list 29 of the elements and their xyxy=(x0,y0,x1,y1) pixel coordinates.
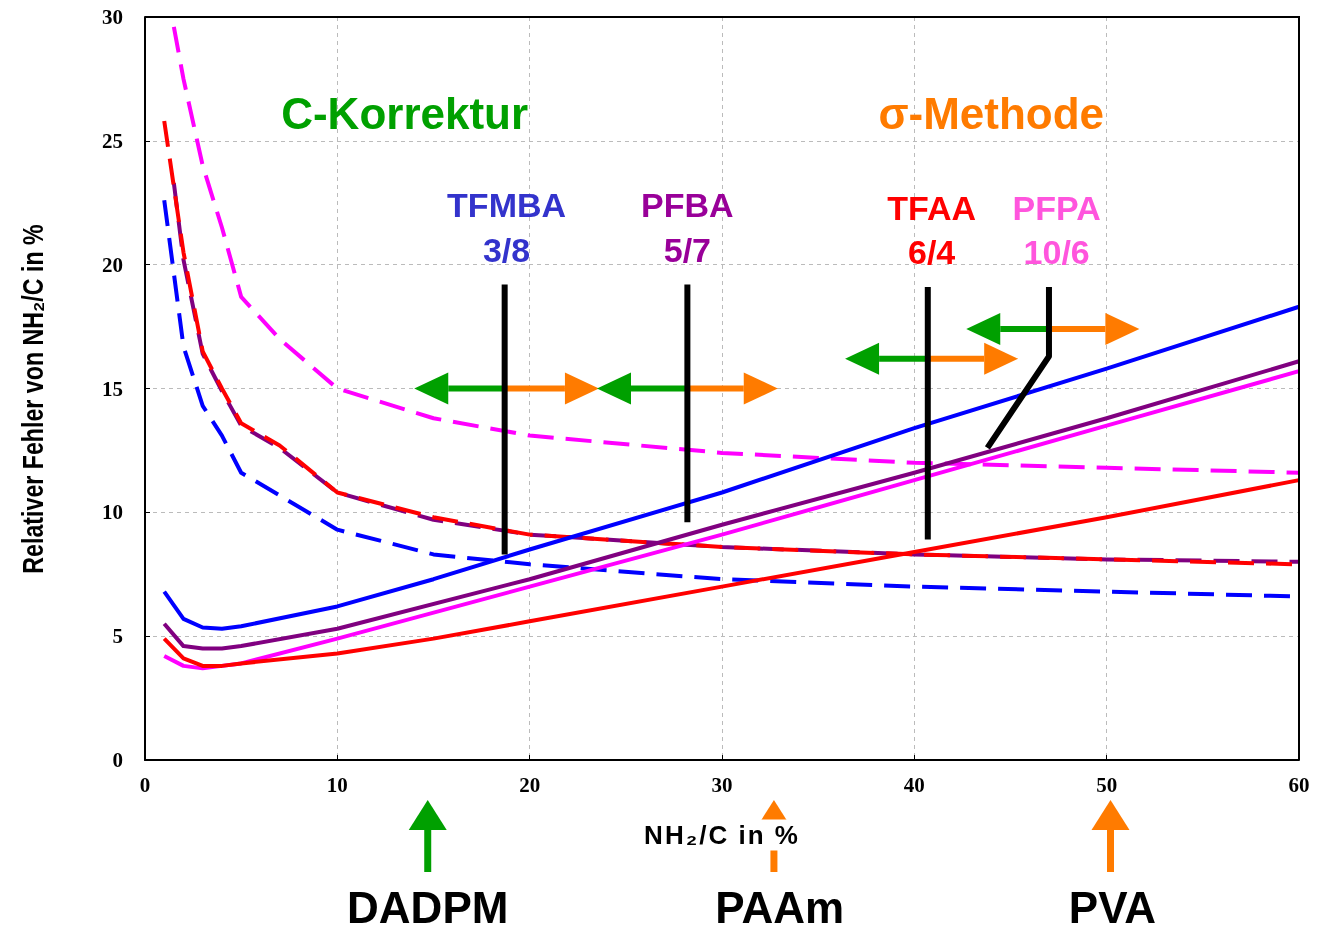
annotation: 3/8 xyxy=(482,230,531,269)
annotation: 6/4 xyxy=(908,233,956,272)
annotation: σ-Methode xyxy=(878,88,1105,138)
text: DADPM xyxy=(347,883,509,931)
annotation: TFMBA xyxy=(447,186,567,225)
y-axis-title: Relativer Fehler von NH₂/C in % xyxy=(16,223,50,574)
y-tick-label: 10 xyxy=(102,500,123,525)
text: PVA xyxy=(1068,883,1157,931)
annotation: PFPA xyxy=(1012,188,1101,227)
y-tick-label: 20 xyxy=(102,252,123,277)
y-tick-label: 0 xyxy=(112,748,123,772)
annotation: 5/7 xyxy=(663,230,712,269)
x-tick-label: 30 xyxy=(711,772,733,797)
text: PAAm xyxy=(715,883,845,931)
annotation: 10/6 xyxy=(1023,233,1090,272)
x-tick-label: 20 xyxy=(519,772,541,797)
y-tick-label: 15 xyxy=(102,376,123,401)
x-tick-label: 40 xyxy=(903,772,925,797)
x-tick-label: 0 xyxy=(139,772,151,797)
annotation: C-Korrektur xyxy=(281,88,529,138)
x-tick-label: 60 xyxy=(1288,772,1310,797)
x-axis-title: NH₂/C in % xyxy=(640,819,804,851)
y-tick-label: 5 xyxy=(112,624,123,649)
annotation: PFBA xyxy=(641,186,734,225)
annotation: TFAA xyxy=(887,188,977,227)
y-tick-label: 25 xyxy=(102,128,123,153)
y-tick-label: 30 xyxy=(102,5,123,29)
x-tick-label: 50 xyxy=(1096,772,1118,797)
x-tick-label: 10 xyxy=(326,772,348,797)
